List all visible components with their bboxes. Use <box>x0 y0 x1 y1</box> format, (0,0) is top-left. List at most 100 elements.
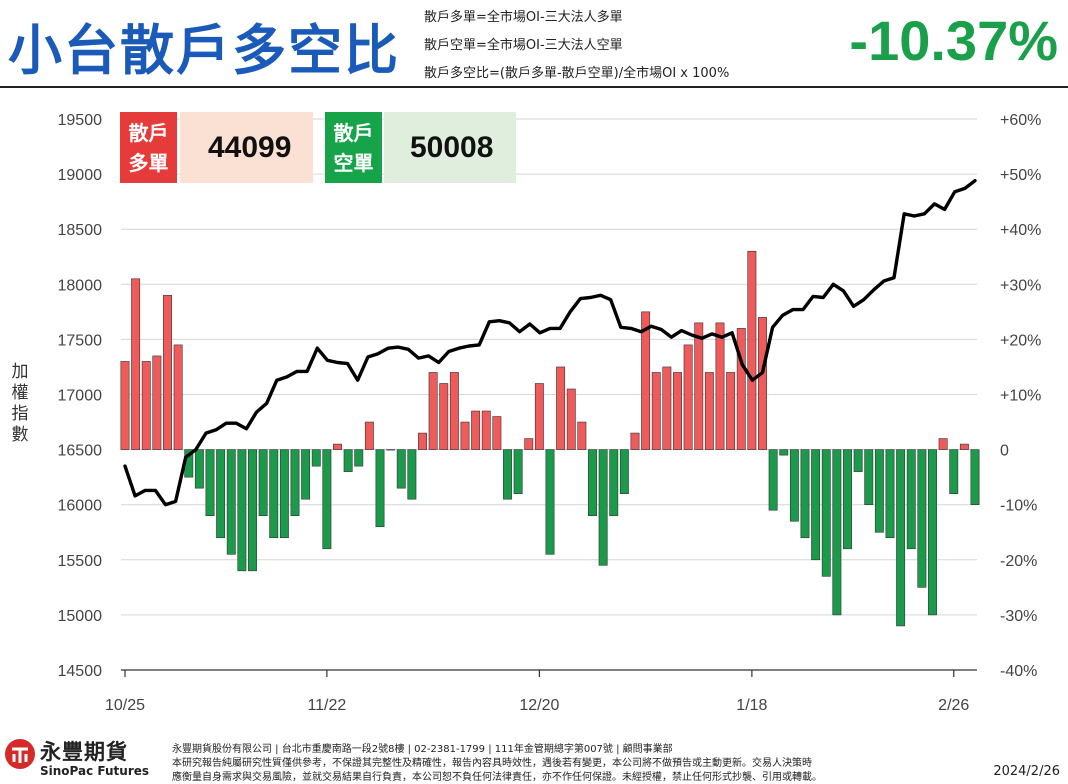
short-bar <box>248 449 257 572</box>
short-bar <box>588 449 597 517</box>
y-left-tick-label: 15000 <box>58 608 103 625</box>
definition-short: 散戶空單=全市場OI-三大法人空單 <box>424 38 623 53</box>
short-bar <box>917 449 927 588</box>
y-right-tick-label: +30% <box>1000 277 1041 294</box>
long-value: 44099 <box>208 131 292 164</box>
x-tick-label: 12/20 <box>519 697 559 714</box>
y-right-tick-label: +40% <box>1000 222 1041 239</box>
current-ratio: -10.37% <box>849 9 1058 72</box>
long-bar <box>449 372 459 450</box>
short-bar <box>343 449 353 472</box>
long-tag-line2: 多單 <box>128 150 169 175</box>
short-bar <box>885 449 895 539</box>
disclaimer-line-1: 永豐期貨股份有限公司 | 台北市重慶南路一段2號8樓 | 02-2381-179… <box>172 744 673 755</box>
y-right-tick-label: 0 <box>1000 443 1009 460</box>
short-bar <box>843 449 852 550</box>
page-title: 小台散戶多空比 <box>8 19 400 82</box>
y-axis-title: 加權指數 <box>11 362 29 445</box>
short-bar <box>832 449 842 616</box>
long-bar <box>141 361 151 450</box>
y-left-tick-label: 17500 <box>58 332 103 349</box>
y-right-tick-label: -20% <box>1000 553 1037 570</box>
y-left-tick-label: 18000 <box>58 277 103 294</box>
long-bar <box>492 416 502 450</box>
long-bar <box>938 438 948 450</box>
y-right-tick-label: +60% <box>1000 112 1041 129</box>
short-bar <box>906 449 916 550</box>
y-left-tick-label: 17000 <box>58 388 103 405</box>
short-tag: 散戶 空單 <box>325 112 382 183</box>
long-bar <box>534 383 544 450</box>
long-bar <box>418 432 427 450</box>
long-bar <box>333 443 342 450</box>
long-bar <box>428 372 438 450</box>
short-value: 50008 <box>410 131 494 164</box>
short-bar <box>896 449 906 627</box>
definition-ratio: 散戶多空比=(散戶多單-散戶空單)/全市場OI x 100% <box>424 66 730 81</box>
long-bar <box>630 432 640 450</box>
short-bar <box>598 449 608 566</box>
short-bar <box>301 449 311 500</box>
y-right-tick-label: -40% <box>1000 663 1037 680</box>
short-tag-line2: 空單 <box>333 150 374 175</box>
long-bar <box>131 278 141 450</box>
y-left-tick-label: 15500 <box>58 553 103 570</box>
long-bar <box>481 410 491 450</box>
y-right-tick-label: +20% <box>1000 332 1041 349</box>
y-right-tick-label: +10% <box>1000 388 1041 405</box>
x-tick-label: 10/25 <box>105 697 145 714</box>
short-bar <box>269 449 279 539</box>
short-bar <box>290 449 300 517</box>
y-left-tick-label: 16500 <box>58 443 103 460</box>
short-bar <box>864 449 874 506</box>
y-right-tick-label: +50% <box>1000 167 1041 184</box>
bars <box>120 250 980 627</box>
y-left-tick-label: 18500 <box>58 222 103 239</box>
long-bar <box>364 421 374 450</box>
short-bar <box>322 449 332 550</box>
short-bar <box>503 449 512 500</box>
long-bar <box>524 438 534 450</box>
long-bar <box>683 344 693 450</box>
header-divider <box>0 86 1068 88</box>
long-bar <box>758 317 767 450</box>
index-line-layer <box>123 178 977 507</box>
long-bar <box>556 366 566 450</box>
x-tick-label: 1/18 <box>736 697 767 714</box>
long-bar <box>694 322 704 450</box>
short-bar <box>768 449 778 511</box>
axes: 14500 15000 15500 16000 16500 17000 17500 18000… <box>58 112 1042 714</box>
report-date: 2024/2/26 <box>993 764 1060 779</box>
short-bar <box>258 449 268 517</box>
long-bar <box>163 295 172 450</box>
short-bar <box>216 449 226 539</box>
short-bar <box>513 449 523 494</box>
short-bar <box>237 449 247 572</box>
short-bar <box>928 449 937 616</box>
short-bar <box>226 449 236 555</box>
short-bar <box>609 449 619 517</box>
x-tick-label: 11/22 <box>307 697 346 714</box>
long-bar <box>662 366 672 450</box>
long-tag-line1: 散戶 <box>128 120 169 145</box>
x-tick-label: 2/26 <box>938 697 969 714</box>
short-bar <box>545 449 555 555</box>
short-bar <box>800 449 810 539</box>
chart: 14500 15000 15500 16000 16500 17000 17500 18000… <box>58 112 1042 714</box>
short-bar <box>789 449 799 522</box>
short-bar <box>619 449 629 494</box>
long-bar <box>673 372 682 450</box>
long-box-bg <box>180 112 313 183</box>
y-right-tick-label: -10% <box>1000 498 1037 515</box>
long-bar <box>566 388 576 450</box>
short-bar <box>311 449 321 467</box>
company-name-en: SinoPac Futures <box>40 764 150 778</box>
long-bar <box>577 421 587 450</box>
long-bar <box>120 361 130 450</box>
short-bar <box>396 449 406 489</box>
long-bar <box>715 322 725 450</box>
short-box-bg <box>384 112 516 183</box>
y-right-tick-label: -30% <box>1000 608 1037 625</box>
sinopac-logo-icon <box>5 739 35 769</box>
y-left-tick-label: 19000 <box>58 167 103 184</box>
